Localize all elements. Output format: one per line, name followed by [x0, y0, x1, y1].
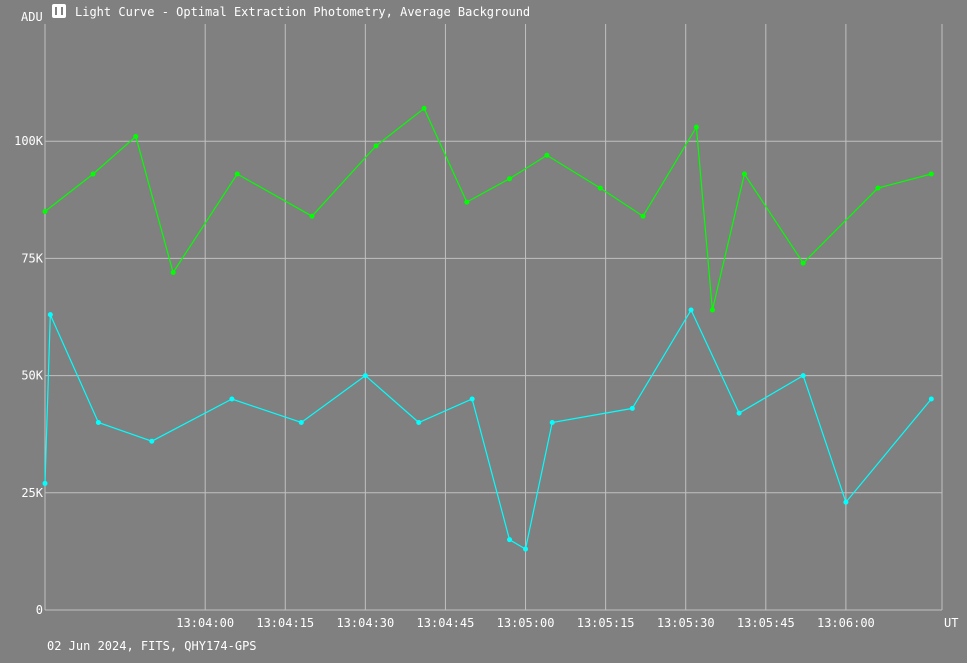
series-2-point	[149, 438, 155, 444]
series-1-point	[928, 171, 934, 177]
x-tick-label: 13:05:00	[497, 616, 555, 630]
series-2-point	[688, 307, 694, 313]
footer-caption: 02 Jun 2024, FITS, QHY174-GPS	[47, 639, 257, 653]
series-2-point	[298, 419, 304, 425]
series-2-point	[42, 480, 48, 486]
series-2-point	[507, 537, 513, 543]
series-layer	[42, 105, 934, 552]
series-1	[42, 105, 934, 313]
y-tick-label: 0	[36, 603, 43, 617]
series-2-point	[47, 312, 53, 318]
series-1-point	[464, 199, 470, 205]
x-tick-label: 13:05:15	[577, 616, 635, 630]
x-axis-label: UT	[944, 616, 958, 630]
y-tick-label: 50K	[21, 369, 43, 383]
window-title: Light Curve - Optimal Extraction Photome…	[75, 5, 531, 19]
series-1-point	[741, 171, 747, 177]
series-1-point	[507, 176, 513, 182]
series-2-point	[549, 419, 555, 425]
series-1-point	[421, 105, 427, 111]
x-tick-label: 13:05:45	[737, 616, 795, 630]
series-2-point	[736, 410, 742, 416]
x-tick-label: 13:04:30	[336, 616, 394, 630]
series-1-point	[42, 209, 48, 215]
y-axis-label: ADU	[21, 10, 43, 24]
series-1-point	[544, 152, 550, 158]
series-1-point	[133, 134, 139, 140]
series-2-point	[229, 396, 235, 402]
series-2-point	[523, 546, 529, 552]
x-tick-label: 13:04:00	[176, 616, 234, 630]
series-2-point	[95, 419, 101, 425]
y-tick-label: 75K	[21, 251, 43, 265]
series-1-point	[640, 213, 646, 219]
x-tick-label: 13:04:45	[417, 616, 475, 630]
series-1-point	[170, 269, 176, 275]
x-tick-label: 13:04:15	[256, 616, 314, 630]
series-2-point	[629, 405, 635, 411]
series-1-point	[309, 213, 315, 219]
series-1-point	[373, 143, 379, 149]
series-2-line	[44, 308, 932, 551]
title-bar: Light Curve - Optimal Extraction Photome…	[0, 0, 967, 24]
y-axis: 0 25K 50K 75K 100K ADU	[14, 10, 44, 617]
series-2-point	[843, 499, 849, 505]
series-1-point	[90, 171, 96, 177]
y-tick-label: 100K	[14, 134, 44, 148]
chart-grid	[44, 24, 943, 611]
series-2-point	[362, 373, 368, 379]
series-2-point	[928, 396, 934, 402]
series-2-point	[469, 396, 475, 402]
x-tick-label: 13:05:30	[657, 616, 715, 630]
app-icon[interactable]	[52, 4, 66, 18]
series-1-point	[597, 185, 603, 191]
series-1-point	[234, 171, 240, 177]
y-tick-label: 25K	[21, 486, 43, 500]
series-1-point	[709, 307, 715, 313]
series-1-point	[693, 124, 699, 130]
series-1-line	[44, 107, 932, 311]
x-tick-label: 13:06:00	[817, 616, 875, 630]
series-2-point	[800, 373, 806, 379]
series-1-point	[875, 185, 881, 191]
x-axis: 13:04:00 13:04:15 13:04:30 13:04:45 13:05:00…	[176, 616, 958, 630]
series-1-point	[800, 260, 806, 266]
series-2-point	[416, 419, 422, 425]
series-2	[42, 307, 934, 552]
